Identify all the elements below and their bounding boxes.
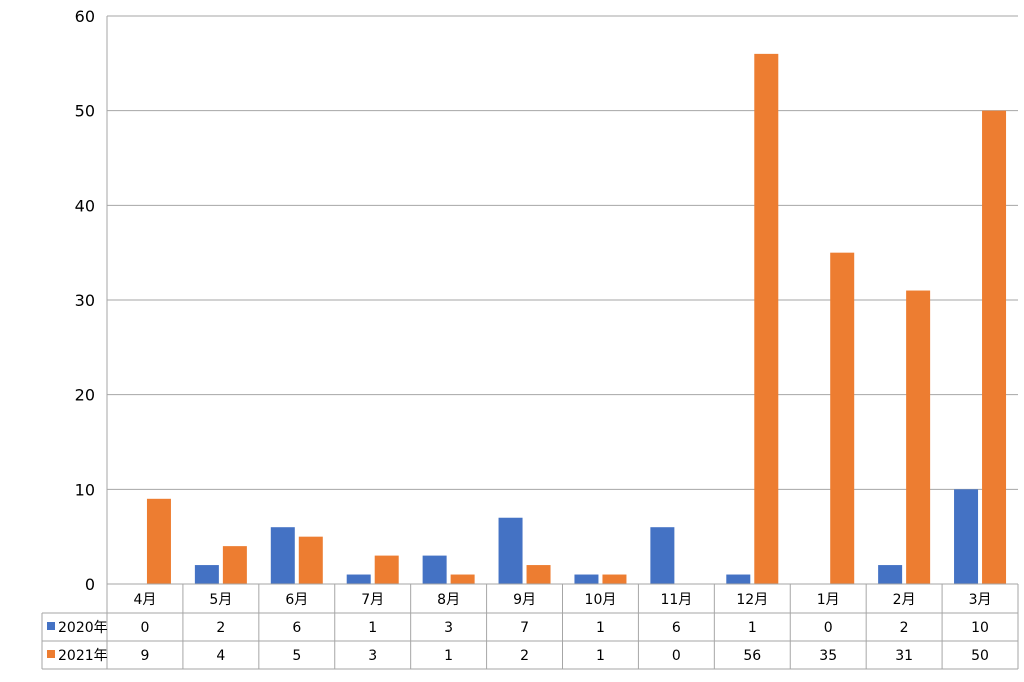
- table-cell-value: 6: [672, 620, 681, 636]
- table-cell-value: 1: [444, 648, 453, 664]
- y-tick-label: 40: [75, 196, 95, 215]
- bars: [146, 53, 1007, 585]
- y-tick-label: 20: [75, 386, 95, 405]
- bar-series-1: [574, 574, 599, 584]
- bar-series-1: [498, 517, 523, 584]
- table-cell-value: 1: [368, 620, 377, 636]
- x-tick-label: 3月: [969, 592, 992, 608]
- bar-series-2: [450, 574, 475, 584]
- bar-series-2: [526, 565, 551, 584]
- table-cell-value: 9: [140, 648, 149, 664]
- table-cell-value: 0: [140, 620, 149, 636]
- bar-series-2: [298, 536, 323, 584]
- y-tick-label: 60: [75, 7, 95, 26]
- x-tick-label: 10月: [585, 592, 617, 608]
- table-cell-value: 1: [596, 620, 605, 636]
- legend-swatch: [47, 622, 55, 630]
- table-cell-value: 5: [292, 648, 301, 664]
- x-tick-label: 11月: [660, 592, 692, 608]
- bar-series-1: [194, 565, 219, 584]
- table-cell-value: 35: [819, 648, 837, 664]
- table-cell-value: 1: [596, 648, 605, 664]
- table-cell-value: 56: [743, 648, 761, 664]
- table-cell-value: 10: [971, 620, 989, 636]
- table-cell-value: 3: [444, 620, 453, 636]
- x-tick-label: 2月: [893, 592, 916, 608]
- x-tick-label: 5月: [209, 592, 232, 608]
- bar-series-1: [650, 527, 675, 584]
- y-tick-label: 50: [75, 102, 95, 121]
- table-cell-value: 3: [368, 648, 377, 664]
- table-cell-value: 31: [895, 648, 913, 664]
- bar-series-1: [954, 489, 979, 584]
- x-tick-label: 12月: [736, 592, 768, 608]
- x-tick-label: 4月: [133, 592, 156, 608]
- x-tick-label: 8月: [437, 592, 460, 608]
- bar-series-2: [906, 290, 931, 584]
- bar-series-2: [830, 252, 855, 584]
- y-tick-label: 10: [75, 480, 95, 499]
- legend-swatch: [47, 650, 55, 658]
- bar-series-1: [270, 527, 295, 584]
- table-cell-value: 0: [824, 620, 833, 636]
- gridlines: [106, 15, 1018, 585]
- table-cell-value: 7: [520, 620, 529, 636]
- table-cell-value: 50: [971, 648, 989, 664]
- x-tick-label: 7月: [361, 592, 384, 608]
- table-cell-value: 0: [672, 648, 681, 664]
- x-tick-label: 6月: [285, 592, 308, 608]
- table-cell-value: 1: [748, 620, 757, 636]
- table-cell-value: 6: [292, 620, 301, 636]
- legend-label: 2020年: [58, 620, 108, 636]
- bar-series-2: [754, 53, 779, 585]
- bar-series-1: [878, 565, 903, 584]
- table-cell-value: 4: [216, 648, 225, 664]
- bar-series-1: [422, 555, 447, 584]
- table-cell-value: 2: [900, 620, 909, 636]
- bar-series-2: [602, 574, 627, 584]
- y-tick-label: 0: [85, 575, 95, 594]
- bar-series-1: [346, 574, 371, 584]
- x-tick-label: 9月: [513, 592, 536, 608]
- bar-series-2: [222, 546, 247, 584]
- y-axis-tick-labels: 0 10 20 30 40 50 60: [75, 7, 95, 594]
- table-cell-value: 2: [520, 648, 529, 664]
- y-tick-label: 30: [75, 291, 95, 310]
- bar-series-2: [982, 110, 1007, 585]
- table-cell-value: 2: [216, 620, 225, 636]
- bar-series-2: [374, 555, 399, 584]
- bar-series-1: [726, 574, 751, 584]
- bar-series-2: [146, 498, 171, 584]
- x-tick-label: 1月: [817, 592, 840, 608]
- legend-label: 2021年: [58, 648, 108, 664]
